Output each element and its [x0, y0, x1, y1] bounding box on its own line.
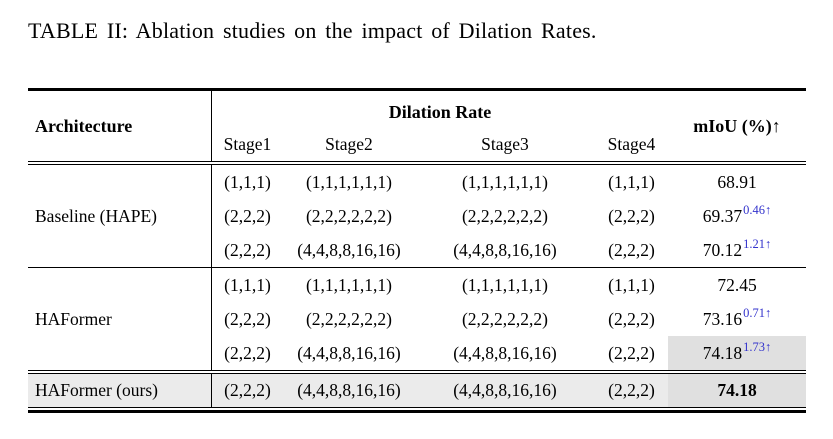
- table-caption: TABLE II: Ablation studies on the impact…: [28, 18, 597, 43]
- header-stage1: Stage1: [223, 133, 272, 154]
- miou-cell-highlighted: 74.18 1.73↑: [668, 336, 806, 370]
- architecture-label: HAFormer (ours): [28, 374, 212, 407]
- dilation-cell: (1,1,1,1,1,1): [461, 171, 549, 192]
- dilation-cell: (1,1,1): [224, 171, 271, 192]
- table-bottom-rule: [28, 407, 806, 413]
- dilation-cell: (2,2,2): [608, 205, 655, 226]
- dilation-cell: (2,2,2,2,2,2): [305, 308, 393, 329]
- header-dilation-rate: Dilation Rate: [388, 101, 492, 122]
- dilation-cell: (2,2,2): [224, 308, 271, 329]
- dilation-cell: (2,2,2): [224, 380, 271, 400]
- miou-gain-superscript: 1.21↑: [743, 236, 772, 251]
- dilation-cell: (1,1,1): [608, 274, 655, 295]
- dilation-cell: (1,1,1): [224, 274, 271, 295]
- miou-value: 74.18: [717, 380, 757, 400]
- header-body-rule: [28, 161, 806, 165]
- dilation-cell: (2,2,2): [224, 205, 271, 226]
- dilation-cell: (2,2,2): [608, 308, 655, 329]
- paper-page: TABLE II: Ablation studies on the impact…: [28, 18, 806, 413]
- dilation-cell: (4,4,8,8,16,16): [453, 342, 557, 363]
- header-architecture: Architecture: [28, 91, 212, 161]
- dilation-cell: (2,2,2): [608, 380, 655, 400]
- dilation-cell: (2,2,2,2,2,2): [305, 205, 393, 226]
- body-final-rule: [28, 370, 806, 374]
- ablation-table: Architecture Dilation Rate mIoU (%)↑ Sta…: [28, 88, 806, 413]
- dilation-cell: (4,4,8,8,16,16): [297, 342, 401, 363]
- miou-value: 73.16: [702, 308, 743, 329]
- group-separator-rule: [28, 267, 806, 268]
- miou-gain-superscript: 0.46↑: [743, 202, 772, 217]
- dilation-cell: (1,1,1): [608, 171, 655, 192]
- dilation-cell: (2,2,2): [608, 342, 655, 363]
- group-haformer: HAFormer (1,1,1) (1,1,1,1,1,1) (1,1,1,1,…: [28, 268, 806, 370]
- dilation-cell: (4,4,8,8,16,16): [297, 239, 401, 260]
- dilation-cell: (2,2,2,2,2,2): [461, 308, 549, 329]
- architecture-label: Baseline (HAPE): [28, 165, 212, 267]
- dilation-cell: (4,4,8,8,16,16): [297, 380, 401, 400]
- dilation-cell: (4,4,8,8,16,16): [453, 239, 557, 260]
- miou-value: 74.18: [702, 342, 743, 363]
- header-miou: mIoU (%)↑: [693, 115, 781, 136]
- miou-value: 68.91: [717, 171, 757, 192]
- dilation-cell: (1,1,1,1,1,1): [305, 274, 393, 295]
- header-stage2: Stage2: [325, 133, 373, 154]
- header-stage3: Stage3: [481, 133, 529, 154]
- dilation-cell: (4,4,8,8,16,16): [453, 380, 557, 400]
- dilation-cell: (2,2,2): [608, 239, 655, 260]
- miou-value: 69.37: [702, 205, 743, 226]
- dilation-cell: (2,2,2): [224, 239, 271, 260]
- group-baseline: Baseline (HAPE) (1,1,1) (1,1,1,1,1,1) (1…: [28, 165, 806, 267]
- table-header: Architecture Dilation Rate mIoU (%)↑ Sta…: [28, 91, 806, 161]
- header-stage4: Stage4: [607, 133, 656, 154]
- dilation-cell: (2,2,2,2,2,2): [461, 205, 549, 226]
- miou-cell: 73.16 0.71↑: [668, 302, 806, 336]
- miou-value: 70.12: [702, 239, 743, 260]
- miou-cell-best: 74.18: [668, 374, 806, 407]
- miou-cell: 72.45: [668, 268, 806, 302]
- miou-cell: 70.12 1.21↑: [668, 233, 806, 267]
- final-result-row: HAFormer (ours) (2,2,2) (4,4,8,8,16,16) …: [28, 374, 806, 407]
- miou-gain-superscript: 0.71↑: [743, 305, 772, 320]
- miou-gain-superscript: 1.73↑: [743, 339, 772, 354]
- miou-value: 72.45: [717, 274, 757, 295]
- dilation-cell: (1,1,1,1,1,1): [305, 171, 393, 192]
- dilation-cell: (2,2,2): [224, 342, 271, 363]
- miou-cell: 69.37 0.46↑: [668, 199, 806, 233]
- miou-cell: 68.91: [668, 165, 806, 199]
- architecture-label: HAFormer: [28, 268, 212, 370]
- table-top-rule: [28, 88, 806, 91]
- dilation-cell: (1,1,1,1,1,1): [461, 274, 549, 295]
